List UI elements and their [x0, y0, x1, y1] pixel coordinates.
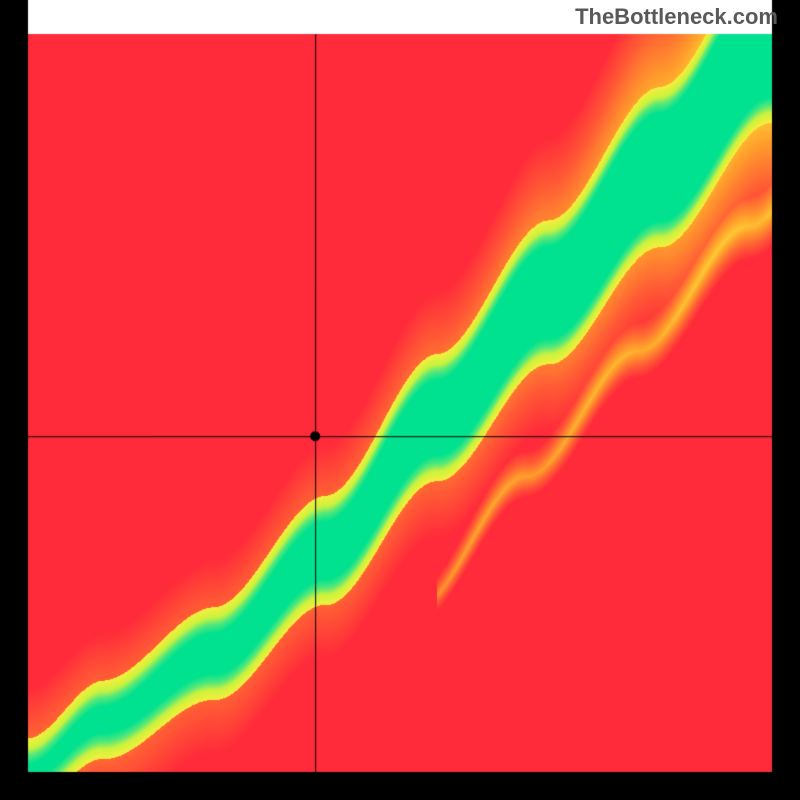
watermark-text: TheBottleneck.com	[575, 4, 778, 30]
heatmap-canvas	[0, 0, 800, 800]
